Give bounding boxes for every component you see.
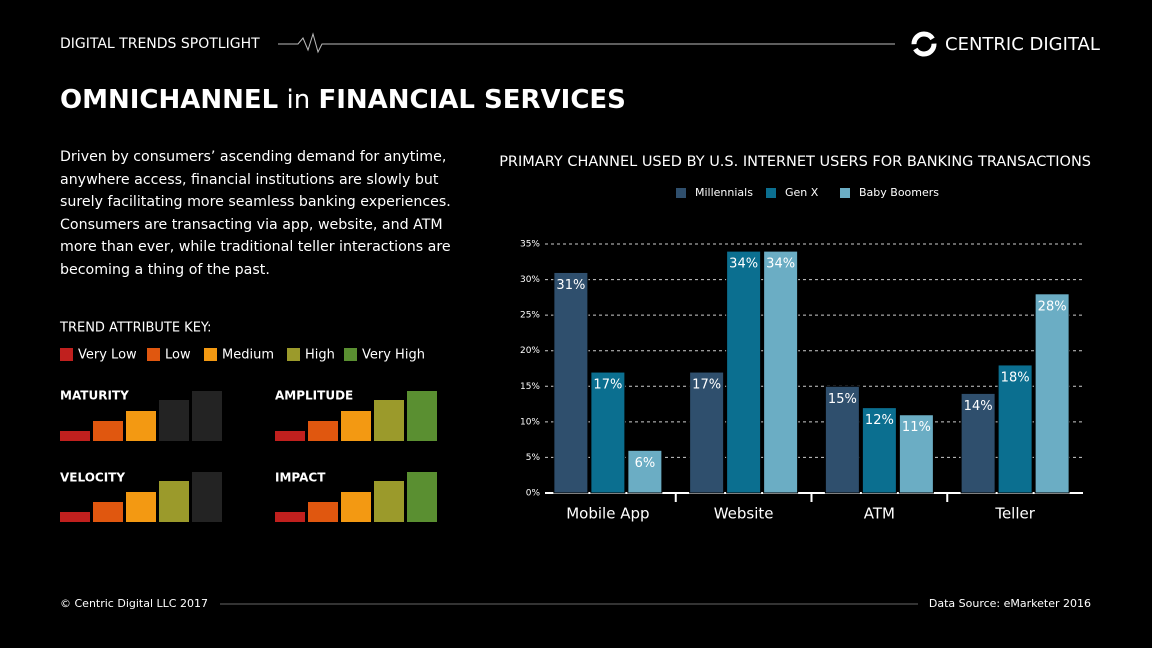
attribute-bar — [275, 431, 305, 441]
y-tick-label: 30% — [520, 275, 540, 285]
bar — [1034, 293, 1070, 494]
intro-text: Driven by consumers’ ascending demand fo… — [60, 149, 451, 278]
value-label: 12% — [865, 413, 894, 428]
attribute-bar — [341, 492, 371, 522]
value-label: 11% — [902, 420, 931, 435]
bar — [689, 371, 725, 494]
header-rule — [278, 32, 895, 54]
bar — [590, 371, 626, 494]
attribute-name: VELOCITY — [60, 471, 125, 485]
y-tick-label: 10% — [520, 417, 540, 427]
key-label: Very Low — [78, 348, 137, 363]
attribute-bar — [407, 391, 437, 441]
y-tick-label: 0% — [526, 489, 541, 499]
title-part: in — [287, 85, 311, 115]
attribute-bar — [308, 421, 338, 441]
x-tick-label: ATM — [864, 505, 895, 523]
attribute-bar — [275, 512, 305, 522]
attribute-bar — [93, 502, 123, 522]
attribute-bar — [60, 431, 90, 441]
copyright: © Centric Digital LLC 2017 — [60, 597, 208, 610]
attribute-bar — [93, 421, 123, 441]
bar — [960, 392, 996, 494]
bar — [824, 385, 860, 494]
legend-swatch — [766, 188, 776, 198]
value-label: 14% — [964, 399, 993, 414]
attribute-name: MATURITY — [60, 389, 129, 403]
logo — [911, 31, 937, 57]
value-label: 34% — [766, 257, 795, 272]
legend-label: Baby Boomers — [859, 186, 939, 199]
bar — [898, 414, 934, 494]
bar — [861, 407, 897, 494]
attribute-bar — [192, 391, 222, 441]
value-label: 34% — [729, 257, 758, 272]
source: Data Source: eMarketer 2016 — [929, 597, 1091, 610]
y-tick-label: 5% — [526, 453, 541, 463]
chart-title: PRIMARY CHANNEL USED BY U.S. INTERNET US… — [499, 154, 1091, 170]
value-label: 6% — [635, 456, 656, 471]
attribute-bar — [126, 411, 156, 441]
attribute-bar — [126, 492, 156, 522]
key-swatch — [287, 348, 300, 361]
x-tick-label: Teller — [994, 505, 1035, 523]
attribute-name: AMPLITUDE — [275, 389, 353, 403]
value-label: 31% — [556, 278, 585, 293]
key-title: TREND ATTRIBUTE KEY: — [59, 321, 212, 336]
header-label: DIGITAL TRENDS SPOTLIGHT — [60, 36, 260, 52]
attribute-name: IMPACT — [275, 471, 326, 485]
key-label: Very High — [362, 348, 425, 363]
y-tick-label: 25% — [520, 311, 540, 321]
value-label: 28% — [1038, 299, 1067, 314]
title-part: FINANCIAL SERVICES — [318, 85, 625, 115]
brand: CENTRIC DIGITAL — [945, 34, 1100, 55]
key-label: Low — [165, 348, 191, 363]
key-label: High — [305, 348, 335, 363]
attribute-bar — [60, 512, 90, 522]
x-tick-label: Website — [714, 505, 774, 523]
x-tick-label: Mobile App — [566, 505, 649, 523]
page-title: OMNICHANNEL in FINANCIAL SERVICES — [60, 85, 626, 115]
attribute-bar — [159, 481, 189, 522]
attribute-bar — [374, 400, 404, 441]
value-label: 18% — [1001, 370, 1030, 385]
bar — [997, 364, 1033, 494]
attribute-bar — [159, 400, 189, 441]
bar — [763, 250, 799, 494]
legend-swatch — [676, 188, 686, 198]
value-label: 17% — [593, 378, 622, 393]
bar — [553, 271, 589, 494]
attribute-bar — [341, 411, 371, 441]
attribute-bar — [407, 472, 437, 522]
attribute-bar — [308, 502, 338, 522]
attribute-bar — [374, 481, 404, 522]
attribute-bar — [192, 472, 222, 522]
y-tick-label: 20% — [520, 346, 540, 356]
key-swatch — [204, 348, 217, 361]
bar — [726, 250, 762, 494]
y-tick-label: 15% — [520, 382, 540, 392]
y-tick-label: 35% — [520, 240, 540, 250]
value-label: 15% — [828, 392, 857, 407]
key-swatch — [147, 348, 160, 361]
value-label: 17% — [692, 378, 721, 393]
legend-label: Millennials — [695, 186, 753, 199]
bar — [627, 449, 663, 494]
key-label: Medium — [222, 348, 274, 363]
key-swatch — [60, 348, 73, 361]
title-part: OMNICHANNEL — [60, 85, 278, 115]
legend-swatch — [840, 188, 850, 198]
legend-label: Gen X — [785, 186, 819, 199]
key-swatch — [344, 348, 357, 361]
